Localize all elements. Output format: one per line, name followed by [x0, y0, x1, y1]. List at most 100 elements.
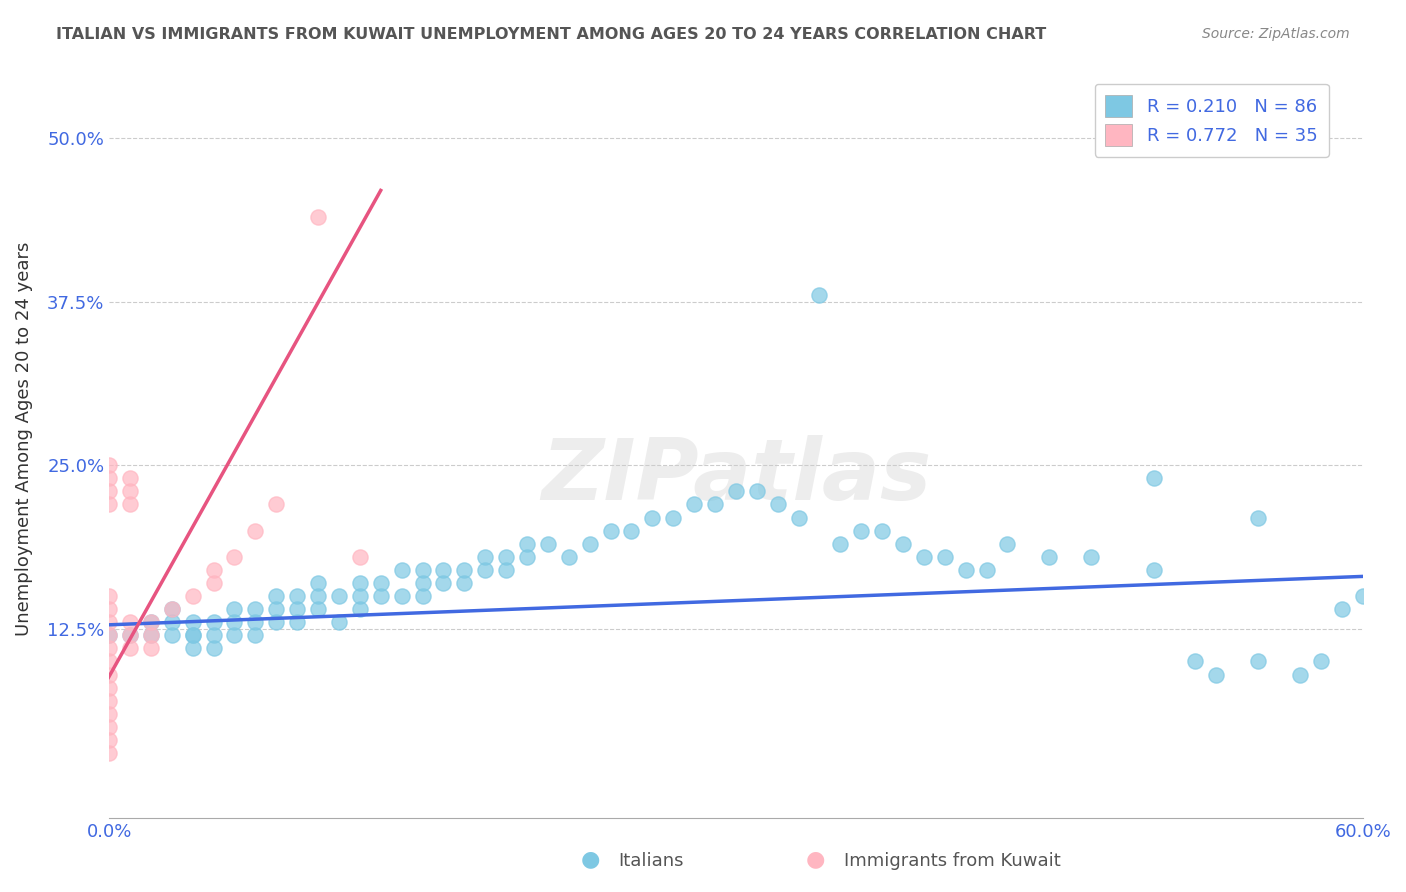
Point: [98, 733, 121, 747]
Point: [349, 602, 371, 616]
Point: [620, 524, 643, 538]
Point: [224, 615, 246, 630]
Point: [1038, 549, 1060, 564]
Point: [264, 615, 287, 630]
Text: ITALIAN VS IMMIGRANTS FROM KUWAIT UNEMPLOYMENT AMONG AGES 20 TO 24 YEARS CORRELA: ITALIAN VS IMMIGRANTS FROM KUWAIT UNEMPL…: [56, 27, 1046, 42]
Point: [391, 563, 413, 577]
Point: [453, 563, 475, 577]
Point: [474, 549, 496, 564]
Point: [745, 484, 768, 499]
Point: [98, 589, 121, 603]
Point: [830, 537, 852, 551]
Point: [1309, 655, 1331, 669]
Point: [118, 628, 141, 642]
Point: [98, 628, 121, 642]
Point: [160, 602, 183, 616]
Point: [98, 706, 121, 721]
Point: [495, 549, 517, 564]
Point: [912, 549, 935, 564]
Point: [139, 615, 162, 630]
Point: [1205, 667, 1227, 681]
Point: [181, 628, 204, 642]
Point: [870, 524, 893, 538]
Point: [202, 628, 225, 642]
Point: [1289, 667, 1312, 681]
Point: [224, 549, 246, 564]
Point: [1143, 563, 1166, 577]
Point: [98, 720, 121, 734]
Point: [118, 484, 141, 499]
Point: [139, 615, 162, 630]
Point: [202, 576, 225, 591]
Point: [139, 628, 162, 642]
Point: [370, 589, 392, 603]
Point: [704, 498, 727, 512]
Point: [118, 471, 141, 485]
Point: [1247, 510, 1270, 524]
Point: [391, 589, 413, 603]
Point: [474, 563, 496, 577]
Point: [245, 628, 267, 642]
Point: [202, 563, 225, 577]
Point: [328, 589, 350, 603]
Point: [202, 641, 225, 656]
Text: ●: ●: [581, 850, 600, 870]
Point: [307, 576, 329, 591]
Point: [139, 641, 162, 656]
Text: Immigrants from Kuwait: Immigrants from Kuwait: [844, 852, 1060, 870]
Y-axis label: Unemployment Among Ages 20 to 24 years: Unemployment Among Ages 20 to 24 years: [15, 242, 32, 636]
Point: [181, 615, 204, 630]
Point: [264, 602, 287, 616]
Point: [202, 615, 225, 630]
Point: [139, 628, 162, 642]
Point: [160, 602, 183, 616]
Point: [264, 589, 287, 603]
Point: [370, 576, 392, 591]
Point: [245, 615, 267, 630]
Point: [98, 615, 121, 630]
Point: [453, 576, 475, 591]
Point: [851, 524, 873, 538]
Point: [955, 563, 977, 577]
Point: [307, 602, 329, 616]
Point: [724, 484, 747, 499]
Point: [245, 602, 267, 616]
Point: [118, 628, 141, 642]
Point: [160, 628, 183, 642]
Point: [181, 641, 204, 656]
Point: [98, 458, 121, 473]
Point: [432, 563, 454, 577]
Point: [808, 288, 831, 302]
Point: [98, 681, 121, 695]
Point: [98, 641, 121, 656]
Point: [98, 498, 121, 512]
Point: [1143, 471, 1166, 485]
Point: [891, 537, 914, 551]
Text: Source: ZipAtlas.com: Source: ZipAtlas.com: [1202, 27, 1350, 41]
Point: [98, 602, 121, 616]
Point: [599, 524, 621, 538]
Point: [307, 589, 329, 603]
Point: [495, 563, 517, 577]
Point: [224, 602, 246, 616]
Point: [307, 210, 329, 224]
Point: [516, 549, 538, 564]
Point: [766, 498, 789, 512]
Point: [349, 576, 371, 591]
Point: [1184, 655, 1206, 669]
Point: [662, 510, 685, 524]
Point: [976, 563, 998, 577]
Point: [641, 510, 664, 524]
Point: [98, 628, 121, 642]
Point: [432, 576, 454, 591]
Point: [98, 484, 121, 499]
Text: ZIPatlas: ZIPatlas: [541, 435, 931, 518]
Point: [118, 641, 141, 656]
Point: [1247, 655, 1270, 669]
Point: [1080, 549, 1102, 564]
Point: [516, 537, 538, 551]
Point: [98, 655, 121, 669]
Point: [997, 537, 1019, 551]
Point: [98, 746, 121, 760]
Point: [264, 498, 287, 512]
